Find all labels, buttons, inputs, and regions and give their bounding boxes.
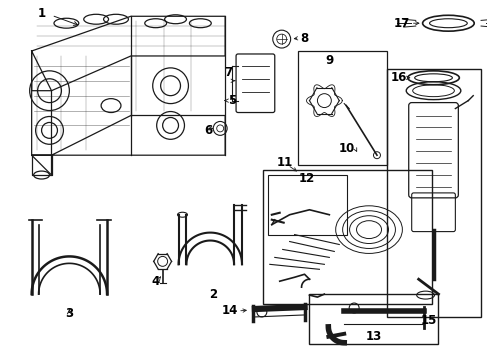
Text: 15: 15: [420, 314, 436, 327]
Text: 17: 17: [393, 17, 409, 30]
Text: 14: 14: [222, 305, 238, 318]
Bar: [309, 294, 438, 344]
Text: 5: 5: [227, 94, 236, 107]
Text: 3: 3: [65, 307, 73, 320]
Text: 10: 10: [338, 142, 355, 155]
Text: 7: 7: [224, 66, 232, 79]
Text: 6: 6: [203, 124, 212, 137]
Bar: [297, 51, 386, 165]
Text: 12: 12: [298, 171, 314, 185]
Text: 11: 11: [276, 156, 292, 168]
Bar: [386, 69, 480, 317]
Text: 2: 2: [209, 288, 217, 301]
Text: 16: 16: [390, 71, 406, 84]
Text: 1: 1: [38, 7, 45, 20]
Text: 4: 4: [151, 275, 160, 288]
Bar: [267, 175, 346, 235]
Text: 13: 13: [365, 330, 381, 343]
Text: 8: 8: [300, 32, 308, 45]
Bar: [263, 170, 431, 304]
Text: 9: 9: [325, 54, 333, 67]
